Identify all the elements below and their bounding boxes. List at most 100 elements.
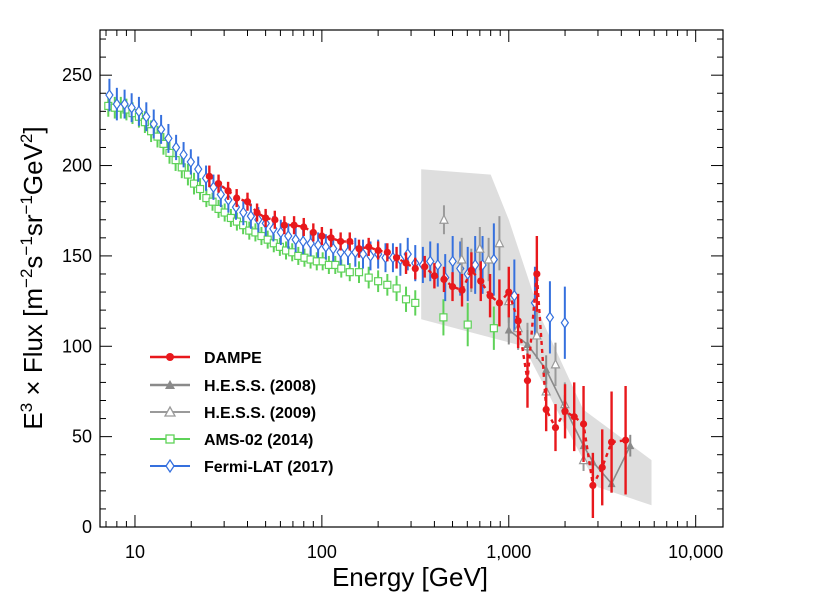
data-point [358, 248, 368, 261]
series-layer [104, 78, 635, 518]
y-tick-label: 200 [62, 156, 92, 176]
data-point [153, 132, 162, 141]
data-point [440, 275, 448, 284]
data-point [271, 216, 279, 224]
data-point [165, 148, 174, 157]
x-tick-label: 10 [125, 542, 145, 562]
data-point [533, 270, 541, 278]
data-point [127, 101, 136, 114]
data-point [313, 239, 323, 252]
data-point [411, 264, 419, 273]
data-point [156, 123, 166, 136]
legend-marker-hess-2009 [163, 405, 177, 417]
data-point [290, 221, 298, 229]
data-point [171, 141, 181, 154]
y-label-sr-exp: −1 [17, 195, 36, 214]
data-point [494, 237, 505, 248]
data-point [448, 283, 457, 291]
legend-entry-dampe: DAMPE [150, 350, 262, 367]
data-point [421, 263, 429, 271]
data-point [246, 210, 256, 223]
data-point [589, 481, 597, 490]
data-point [300, 223, 308, 231]
data-point [337, 237, 345, 246]
data-point [430, 272, 439, 280]
data-point [205, 172, 213, 180]
data-point [179, 148, 188, 161]
data-point [514, 317, 522, 325]
data-point [284, 229, 293, 243]
data-point [346, 237, 354, 246]
y-axis-label: E3 × Flux [m−2s−1sr−1GeV2] [17, 126, 48, 429]
data-point [243, 198, 252, 206]
legend-label-hess-2009: H.E.S.S. (2009) [204, 405, 316, 422]
data-point [355, 245, 363, 253]
data-point [365, 243, 373, 251]
data-point [495, 299, 504, 307]
data-point [504, 325, 513, 334]
data-point [579, 420, 588, 428]
data-point [383, 280, 392, 289]
legend-label-ams-02: AMS-02 (2014) [204, 432, 313, 449]
data-point [164, 132, 173, 145]
y-label-gev-exp: 2 [17, 134, 36, 143]
data-point [189, 179, 199, 188]
legend-entry-hess-2008: H.E.S.S. (2008) [150, 378, 316, 395]
data-point [354, 268, 364, 277]
data-point [142, 110, 151, 123]
y-label-e-exp: 3 [17, 403, 36, 412]
data-point [392, 254, 401, 262]
legend-marker-fermi-lat [165, 458, 175, 474]
legend-entry-ams-02: AMS-02 (2014) [150, 432, 313, 449]
legend-label-fermi-lat: Fermi-LAT (2017) [204, 459, 334, 476]
data-point [467, 266, 476, 274]
legend-label-hess-2008: H.E.S.S. (2008) [204, 378, 316, 395]
data-point [253, 208, 261, 217]
data-point [411, 298, 420, 307]
legend: DAMPE H.E.S.S. (2008) H.E.S.S. (2009) AM… [150, 350, 334, 476]
data-point [486, 292, 494, 300]
data-point [239, 206, 248, 219]
y-tick-label: 250 [62, 65, 92, 85]
data-point [477, 277, 485, 285]
data-point [280, 221, 288, 229]
data-point [193, 163, 203, 176]
data-point [426, 255, 435, 268]
data-point [438, 213, 449, 224]
series-dampe [205, 165, 630, 518]
data-point [216, 188, 226, 201]
data-point [510, 289, 519, 302]
data-point [474, 242, 485, 253]
data-point [186, 155, 196, 168]
data-point [149, 117, 158, 131]
data-point [550, 358, 561, 369]
data-point [489, 324, 498, 333]
legend-entry-hess-2009: H.E.S.S. (2009) [150, 405, 316, 422]
data-point [224, 187, 232, 195]
ticks-layer: 0 50 100 150 200 250 10 100 1,000 10,000 [62, 30, 723, 562]
data-point [456, 253, 467, 264]
data-point [531, 329, 542, 340]
x-tick-label: 1,000 [486, 542, 531, 562]
data-point [214, 180, 223, 188]
data-point [458, 286, 466, 294]
data-point [105, 89, 114, 102]
data-point [327, 234, 335, 242]
data-point [364, 273, 373, 282]
data-point [318, 232, 326, 240]
data-point [523, 377, 532, 385]
data-point [291, 233, 300, 246]
data-point [561, 407, 569, 415]
y-label-gev: GeV [18, 142, 48, 195]
y-label-close: ] [18, 126, 48, 133]
y-label-m-exp: −2 [17, 269, 36, 288]
data-point [570, 413, 578, 421]
legend-entry-fermi-lat: Fermi-LAT (2017) [150, 458, 334, 476]
data-point [523, 339, 532, 348]
x-tick-label: 10,000 [668, 542, 723, 562]
y-label-e: E [18, 412, 48, 429]
data-point [112, 98, 122, 111]
data-point [195, 184, 205, 194]
data-point [463, 320, 472, 329]
